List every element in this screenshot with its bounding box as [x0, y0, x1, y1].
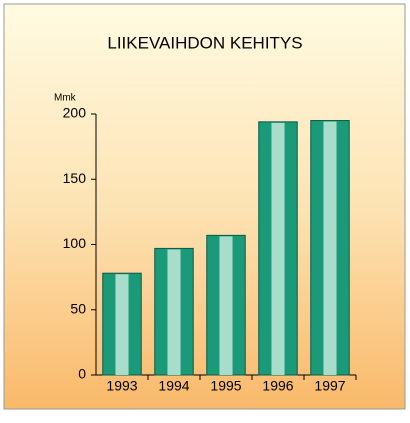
y-tick-label: 100	[63, 235, 87, 251]
bar-highlight	[271, 122, 285, 375]
bar-highlight	[167, 249, 181, 375]
x-tick-label: 1997	[314, 378, 345, 394]
x-tick-label: 1994	[158, 378, 189, 394]
y-tick-label: 200	[63, 105, 87, 121]
bar-highlight	[115, 274, 129, 375]
y-axis-label: Mmk	[54, 93, 77, 104]
bar-highlight	[323, 121, 337, 376]
y-tick-label: 50	[70, 300, 86, 316]
x-tick-label: 1996	[262, 378, 293, 394]
y-tick-label: 150	[63, 170, 87, 186]
x-tick-label: 1993	[106, 378, 137, 394]
x-tick-label: 1995	[210, 378, 241, 394]
chart-title: LIIKEVAIHDON KEHITYS	[107, 33, 302, 52]
y-tick-label: 0	[78, 366, 86, 382]
bar-highlight	[219, 236, 233, 375]
